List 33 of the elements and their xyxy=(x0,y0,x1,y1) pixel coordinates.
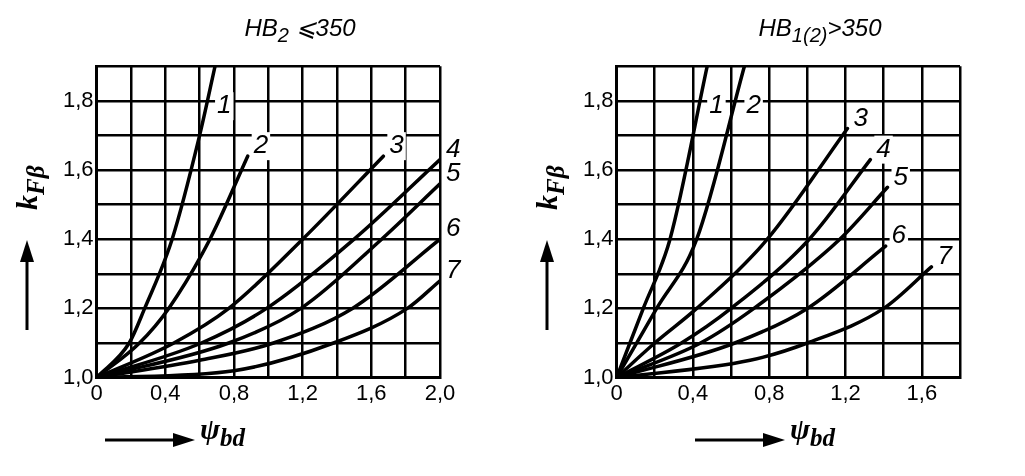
series-label: 3 xyxy=(389,129,405,160)
series-label: 7 xyxy=(446,253,462,284)
series-label: 6 xyxy=(446,212,461,243)
y-tick-label: 1,4 xyxy=(62,225,94,251)
x-tick-label: 1,2 xyxy=(830,379,861,405)
y-tick-label: 1,4 xyxy=(582,225,614,251)
series-label: 3 xyxy=(853,101,869,132)
x-tick-label: 0,8 xyxy=(218,379,250,405)
x-axis-title: ψ$_{bd}$ xyxy=(200,412,246,452)
series-label: 5 xyxy=(893,160,909,191)
x-tick-label: 0,4 xyxy=(149,379,181,405)
y-tick-label: 1,6 xyxy=(582,156,614,182)
y-tick-label: 1,8 xyxy=(582,86,614,112)
y-tick-label: 1,6 xyxy=(62,156,94,182)
y-tick-label: 1,2 xyxy=(62,294,94,320)
x-tick-label: 1,2 xyxy=(287,379,318,405)
x-tick-label: 0,4 xyxy=(677,379,709,405)
y-tick-label: 1,8 xyxy=(62,86,94,112)
x-axis-title: ψ$_{bd}$ xyxy=(790,412,836,452)
series-label: 7 xyxy=(937,240,954,271)
chart-title: HB$_{2}$ ⩽350 xyxy=(243,14,357,47)
series-label: 2 xyxy=(252,129,269,160)
series-label: 1 xyxy=(217,89,232,120)
x-tick-label: 1,6 xyxy=(906,379,938,405)
series-label: 2 xyxy=(745,89,762,120)
x-tick-label: 2,0 xyxy=(424,379,456,405)
series-label: 1 xyxy=(709,89,724,120)
x-tick-label: 1,6 xyxy=(356,379,387,405)
series-label: 6 xyxy=(891,219,907,250)
y-tick-label: 1,2 xyxy=(582,294,614,320)
chart-title: HB$_{1(2)}$>350 xyxy=(757,14,883,47)
x-tick-label: 0,8 xyxy=(753,379,785,405)
series-label: 4 xyxy=(876,132,891,163)
